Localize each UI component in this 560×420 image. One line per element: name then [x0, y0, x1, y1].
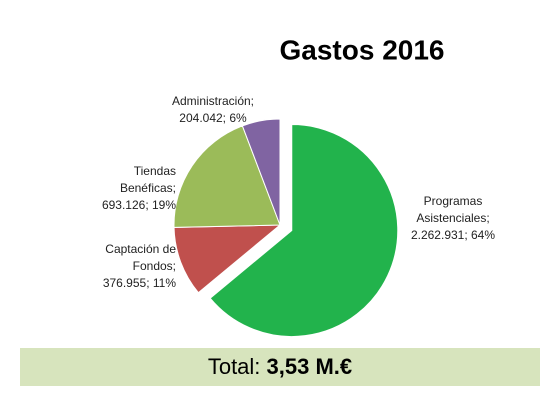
data-label: Tiendas Benéficas; 693.126; 19% — [102, 164, 176, 212]
data-label-line: 2.262.931; 64% — [411, 228, 495, 242]
data-label-line: Programas — [424, 194, 483, 208]
data-label-line: Captación de — [105, 242, 176, 256]
pie-slice — [241, 118, 281, 226]
chart-title: Gastos 2016 — [280, 34, 445, 65]
data-label-line: Fondos; — [133, 259, 176, 273]
data-label-line: Tiendas — [134, 164, 176, 178]
data-label: Administración; 204.042; 6% — [172, 94, 254, 125]
data-label-line: Benéficas; — [120, 181, 176, 195]
footer-label: Total: — [208, 354, 261, 379]
pie-slice — [173, 125, 281, 228]
data-label: Captación de Fondos; 376.955; 11% — [103, 242, 177, 290]
data-label: Programas Asistenciales; 2.262.931; 64% — [411, 194, 495, 242]
pie-slice — [173, 224, 282, 294]
footer: Total: 3,53 M.€ — [208, 354, 352, 379]
pie-slice — [209, 124, 399, 338]
footer-value: 3,53 M.€ — [267, 354, 353, 379]
data-label-line: Asistenciales; — [416, 211, 489, 225]
data-label-line: 204.042; 6% — [179, 111, 247, 125]
data-label-line: 693.126; 19% — [102, 198, 176, 212]
footer-band — [20, 348, 540, 386]
data-label-line: 376.955; 11% — [103, 276, 177, 290]
data-label-line: Administración; — [172, 94, 254, 108]
